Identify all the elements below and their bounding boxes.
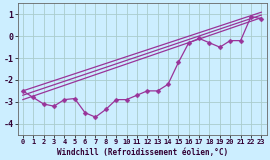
X-axis label: Windchill (Refroidissement éolien,°C): Windchill (Refroidissement éolien,°C) (56, 148, 228, 156)
